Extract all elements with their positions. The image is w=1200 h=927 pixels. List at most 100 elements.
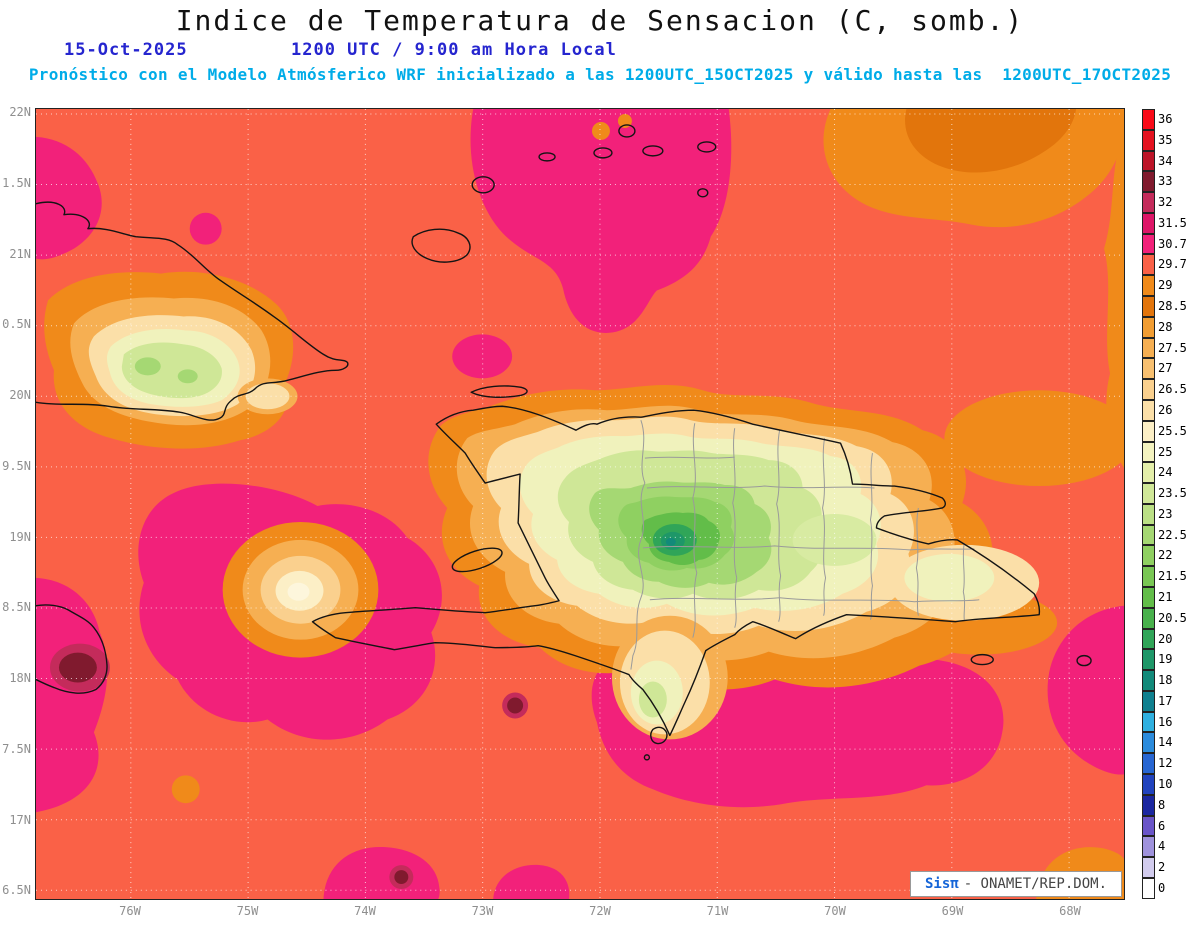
province-border	[915, 507, 919, 616]
contour-band	[189, 212, 222, 245]
contour-band	[905, 109, 1077, 173]
colorbar-swatch	[1142, 233, 1155, 255]
colorbar-swatch	[1142, 545, 1155, 567]
colorbar-entry: 19	[1142, 649, 1187, 671]
colorbar-entry: 27	[1142, 358, 1187, 380]
colorbar-entry: 0	[1142, 877, 1187, 899]
contour-band	[904, 553, 995, 602]
island-turks	[697, 141, 717, 153]
colorbar-entry: 24	[1142, 462, 1187, 484]
colorbar-swatch	[1142, 441, 1155, 463]
contour-band	[36, 577, 108, 813]
province-border	[962, 542, 966, 620]
colorbar-swatch	[1142, 877, 1155, 899]
province-border	[692, 423, 698, 638]
colorbar-label: 10	[1158, 777, 1173, 791]
colorbar-entry: 21.5	[1142, 566, 1187, 587]
contour-band	[245, 383, 290, 410]
coastline-cuba	[36, 201, 349, 421]
province-border	[646, 485, 875, 489]
lon-tick-label: 71W	[706, 904, 729, 918]
lat-tick-label: 7.5N	[2, 741, 31, 756]
colorbar-entry: 27.5	[1142, 337, 1187, 359]
island-mona	[1076, 654, 1092, 667]
colorbar-swatch	[1142, 379, 1155, 400]
coastline-jamaica	[36, 604, 108, 694]
contour-band	[394, 870, 409, 885]
page-title: Indice de Temperatura de Sensacion (C, s…	[175, 4, 1025, 37]
colorbar-swatch	[1142, 150, 1155, 172]
lat-tick-label: 8.5N	[2, 600, 31, 615]
lon-tick-label: 70W	[824, 904, 846, 918]
colorbar-swatch	[1142, 670, 1155, 691]
colorbar-entry: 23	[1142, 503, 1187, 525]
colorbar-label: 23	[1158, 506, 1173, 521]
colorbar-entry: 25	[1142, 441, 1187, 463]
lon-tick-label: 73W	[471, 904, 494, 918]
province-border	[869, 453, 873, 620]
colorbar-label: 20.5	[1158, 610, 1187, 625]
colorbar-entry: 12	[1142, 753, 1187, 774]
contour-band	[171, 775, 200, 804]
colorbar-swatch	[1142, 420, 1155, 442]
lat-tick-label: 22N	[9, 105, 31, 119]
colorbar-entry: 36	[1142, 109, 1187, 130]
colorbar-swatch	[1142, 732, 1155, 754]
colorbar-swatch	[1142, 815, 1155, 837]
colorbar-entry: 26	[1142, 399, 1187, 421]
colorbar-swatch	[1142, 337, 1155, 359]
colorbar-entry: 31.5	[1142, 212, 1187, 234]
colorbar-entry: 28	[1142, 316, 1187, 338]
province-border	[649, 597, 980, 603]
colorbar-label: 6	[1158, 818, 1166, 833]
colorbar-label: 22.5	[1158, 527, 1187, 542]
colorbar-swatch	[1142, 649, 1155, 671]
colorbar-label: 33	[1158, 174, 1173, 189]
province-border	[630, 420, 646, 670]
colorbar-entry: 2	[1142, 857, 1187, 878]
colorbar-label: 28.5	[1158, 299, 1187, 314]
colorbar-swatch	[1142, 774, 1155, 795]
colorbar-label: 0	[1158, 880, 1166, 895]
lat-tick-label: 18N	[9, 671, 31, 685]
sispi-logo: Sisπ	[924, 876, 959, 892]
contour-band	[323, 846, 440, 899]
colorbar-entry: 25.5	[1142, 420, 1187, 442]
contour-band	[36, 136, 102, 260]
colorbar-entry: 16	[1142, 711, 1187, 733]
coastline-hispaniola	[311, 405, 1041, 737]
contour-band	[58, 652, 97, 683]
colorbar-swatch	[1142, 566, 1155, 587]
colorbar-swatch	[1142, 794, 1155, 816]
gridlines	[36, 109, 1124, 899]
colorbar-label: 18	[1158, 673, 1173, 688]
colorbar-label: 27.5	[1158, 340, 1187, 355]
colorbar-swatch	[1142, 462, 1155, 484]
colorbar-label: 36	[1158, 112, 1173, 126]
province-border	[644, 456, 735, 459]
colorbar-entry: 14	[1142, 732, 1187, 754]
colorbar-entry: 6	[1142, 815, 1187, 837]
colorbar-label: 20	[1158, 631, 1173, 646]
forecast-description: Pronóstico con el Modelo Atmósferico WRF…	[28, 65, 1172, 84]
island-turks-small	[697, 188, 709, 198]
colorbar-swatch	[1142, 607, 1155, 629]
colorbar-label: 25.5	[1158, 423, 1187, 438]
island-little-inagua	[471, 176, 495, 194]
colorbar-entry: 17	[1142, 690, 1187, 712]
colorbar-label: 22	[1158, 548, 1173, 563]
contour-band	[792, 513, 877, 566]
colorbar-label: 21	[1158, 589, 1173, 604]
colorbar-swatch	[1142, 857, 1155, 878]
colorbar-swatch	[1142, 690, 1155, 712]
lon-tick-label: 69W	[941, 904, 964, 918]
colorbar-entry: 22	[1142, 545, 1187, 567]
colorbar-label: 26	[1158, 402, 1173, 417]
colorbar-entry: 29.7	[1142, 254, 1187, 276]
colorbar-label: 24	[1158, 465, 1173, 480]
colorbar-entry: 30.7	[1142, 233, 1187, 255]
colorbar-entry: 21	[1142, 586, 1187, 608]
lon-tick-label: 76W	[119, 904, 141, 918]
lon-tick-label: 72W	[589, 904, 611, 918]
